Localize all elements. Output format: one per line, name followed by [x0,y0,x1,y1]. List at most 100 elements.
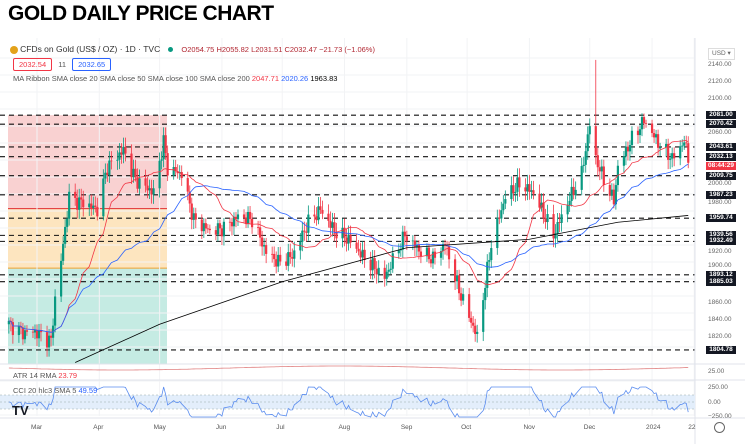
candle-body [644,123,648,125]
candle-body [433,251,437,258]
candle-body [146,185,149,191]
time-tick: Jul [276,424,285,431]
candle-body [234,216,238,220]
ohlc-open: O2054.75 [181,45,215,54]
candle-body [516,177,519,192]
cci-legend[interactable]: CCI 20 hlc3 SMA 5 49.59 [13,386,97,395]
candle-body [37,330,41,339]
candle-body [490,248,493,261]
candle-body [355,242,358,249]
symbol-name[interactable]: CFDs on Gold (US$ / OZ) · 1D · TVC [20,44,161,54]
price-tick: 2060.00 [708,129,732,136]
candle-body [293,250,296,259]
level-tag: 1939.56 [706,231,736,240]
time-tick: 2024 [646,424,661,431]
symbol-legend: CFDs on Gold (US$ / OZ) · 1D · TVC O2054… [10,44,375,55]
candle-body [150,188,153,195]
candle-body [673,153,676,159]
candle-body [106,172,109,176]
candle-body [299,241,302,251]
ma-legend[interactable]: MA Ribbon SMA close 20 SMA close 50 SMA … [13,74,337,83]
zone-orange [8,208,167,269]
candle-body [134,168,137,178]
indicator-tick: 25.00 [708,368,725,375]
candle-body [263,245,266,247]
indicator-tick: 0.00 [708,399,721,406]
candle-body [532,190,535,194]
candle-body [192,213,195,220]
price-tick: 1900.00 [708,262,732,269]
candle-body [558,222,561,223]
candle-body [614,185,617,205]
level-tag: 1804.78 [706,345,736,354]
candle-body [321,209,324,214]
candle-body [64,226,67,244]
candle-body [158,160,161,189]
candle-body [349,234,352,243]
candle-body [92,205,95,209]
candle-body [347,234,350,244]
atr-legend[interactable]: ATR 14 RMA 23.79 [13,371,77,380]
candle-body [687,143,690,163]
candle-body [546,214,549,223]
candle-body [329,220,332,228]
candle-body [683,142,686,146]
candle-body [108,160,111,176]
candle-body [261,237,264,247]
candle-body [236,214,240,220]
candle-body [172,167,175,176]
atr-value: 23.79 [58,371,78,380]
currency-select[interactable]: USD ▾ [708,48,735,60]
candle-body [331,222,334,228]
candle-body [232,216,236,227]
candle-body [218,223,222,229]
candle-body [315,216,318,221]
ohlc-change: −21.73 (−1.06%) [319,45,375,54]
candle-body [610,189,613,196]
sell-button[interactable]: 2032.54 [13,58,53,71]
candle-body [486,261,489,288]
candle-body [399,249,402,251]
candle-body [612,189,615,205]
candle-body [484,287,487,301]
candle-body [566,205,569,215]
candle-body [369,260,372,271]
candle-body [588,126,591,135]
candle-body [341,227,344,239]
candle-body [403,231,406,237]
candle-body [460,293,463,301]
candle-body [80,197,83,200]
bid-ask: 2032.54 11 2032.65 [13,58,112,71]
time-tick: Oct [461,424,472,431]
candle-body [636,130,640,136]
candle-body [560,214,563,223]
candle-body [638,129,642,136]
candle-body [148,188,151,191]
candle-body [45,332,49,348]
buy-button[interactable]: 2032.65 [72,58,112,71]
candle-body [530,190,533,192]
candle-body [110,160,113,162]
level-tag: 1987.23 [706,190,736,199]
settings-icon[interactable] [714,422,725,433]
indicator-tick: 250.00 [708,384,728,391]
sma20-line [8,140,689,333]
candle-body [425,247,429,257]
candle-body [144,178,147,186]
candle-body [60,260,63,297]
candle-body [317,206,320,221]
candle-body [498,217,501,219]
candle-body [335,232,338,239]
candle-body [82,199,85,208]
candle-body [301,230,304,242]
candle-body [580,166,583,190]
candle-body [74,191,77,198]
candle-body [413,240,416,248]
tradingview-logo: TV [12,403,29,418]
level-tag: 1932.49 [706,237,736,246]
candle-body [640,117,644,130]
price-chart[interactable] [0,38,745,444]
candle-body [524,187,527,192]
candle-body [373,258,376,269]
candle-body [53,296,57,326]
